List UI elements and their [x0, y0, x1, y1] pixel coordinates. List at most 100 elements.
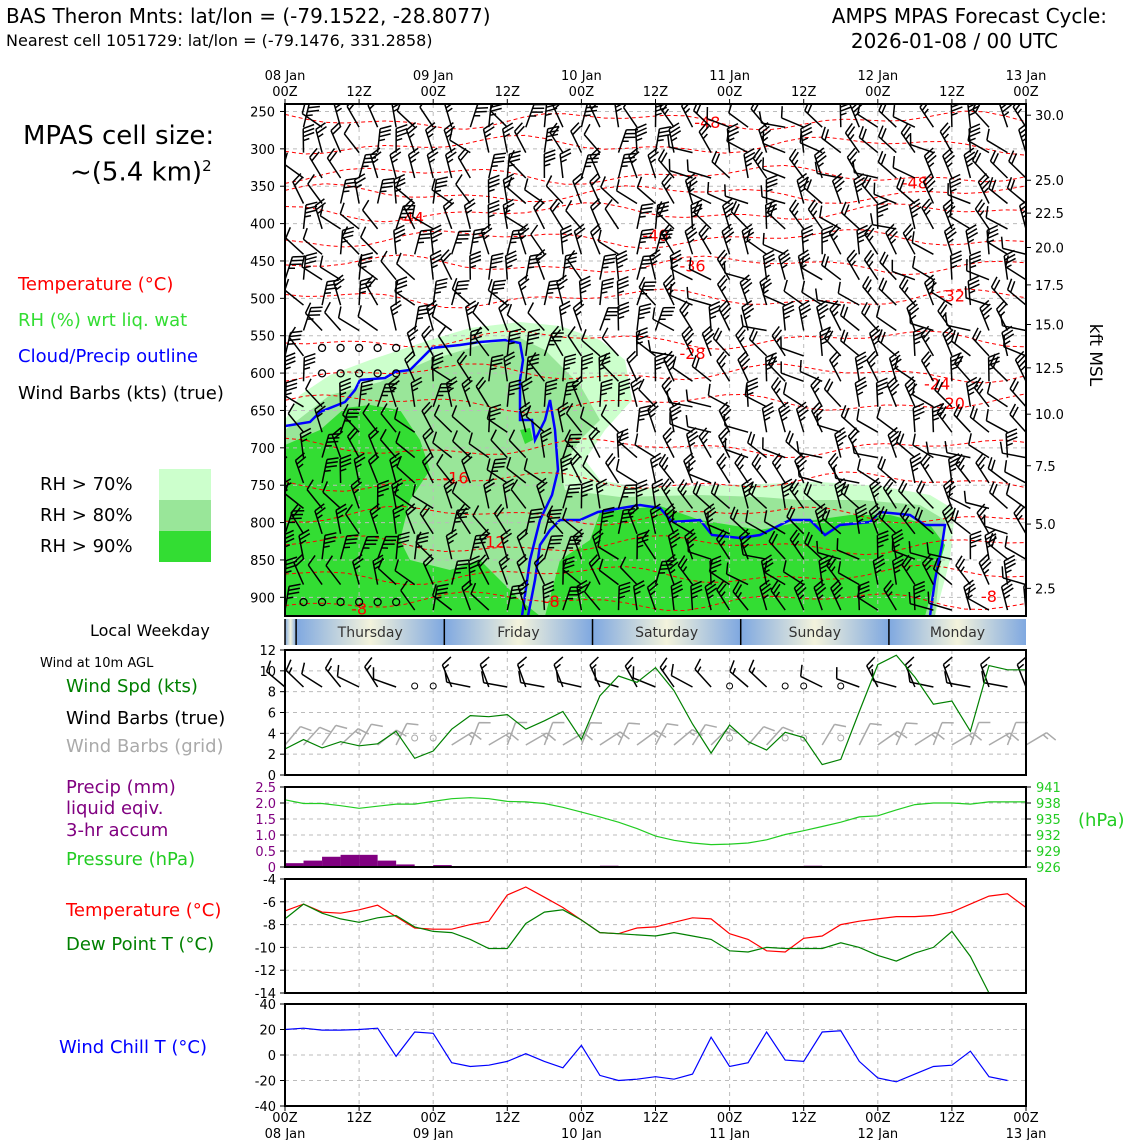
wind-barb [380, 250, 397, 281]
wind-barb [942, 147, 956, 179]
wind-barb [725, 562, 749, 586]
wind-barb [436, 453, 453, 484]
bottom-hour-label: 12Z [791, 1111, 817, 1126]
temperature-contour [285, 288, 1026, 309]
forecast-cycle: 2026-01-08 / 00 UTC [850, 29, 1058, 53]
wind-barb [357, 253, 379, 281]
wind-barb [288, 326, 305, 357]
wind-barb [680, 104, 694, 128]
wind-barb [1003, 335, 1026, 357]
wind-barb [986, 224, 999, 255]
grid-wind-barb [358, 723, 383, 746]
top-hour-label: 00Z [717, 85, 743, 100]
wind-barb [944, 313, 971, 332]
wind-barb [483, 478, 495, 509]
wind-barb [604, 198, 620, 230]
wind-barb [302, 227, 323, 255]
wind-barb [525, 405, 545, 433]
wind-barb [897, 479, 916, 509]
wind-barb [567, 249, 583, 281]
wind-barb [339, 534, 359, 560]
wind-barb [950, 104, 963, 128]
grid-wind-barb [284, 725, 312, 746]
wind-barb [307, 554, 323, 586]
wind-barb [726, 123, 740, 153]
wind-barb [389, 147, 402, 179]
wind-barb [464, 300, 477, 331]
wind-barb [856, 408, 879, 433]
wind-barb [654, 126, 672, 153]
wind-barb [985, 205, 1008, 230]
wind-barb [376, 479, 390, 509]
wind-barb [477, 554, 490, 585]
wind-barb [1006, 176, 1026, 205]
wind-barb [543, 534, 564, 560]
bottom-hour-label: 00Z [420, 1111, 446, 1126]
calm-circle [391, 597, 401, 607]
wind-barb [504, 250, 518, 280]
calm-circle [373, 369, 382, 378]
wind-barb [744, 384, 767, 408]
weekday-label: Friday [497, 625, 539, 641]
wind-barb [1009, 378, 1026, 408]
temperature-contour-label: -8 [981, 587, 997, 606]
wind-barb [321, 279, 339, 306]
wind-barb [487, 278, 508, 306]
wind-barb [752, 148, 768, 179]
wind-barb [661, 478, 675, 509]
wind-barb [528, 352, 545, 382]
bottom-hour-label: 12Z [495, 1111, 521, 1126]
wind-barb [599, 506, 615, 534]
wind-barb [410, 376, 423, 407]
pressure-label: Pressure (hPa) [66, 849, 196, 870]
wind-barb [780, 106, 804, 128]
wind-barb [559, 224, 573, 255]
wind-barb [431, 584, 453, 611]
kft-tick-label: 2.5 [1035, 582, 1056, 597]
surface-calm-circle [781, 682, 789, 690]
wind-barb [302, 352, 316, 382]
wind-barb [443, 477, 455, 509]
wind-barb [302, 104, 320, 128]
wind-barb [891, 529, 904, 560]
rh90-swatch [159, 531, 211, 562]
wind-barb [533, 198, 546, 230]
wind-barb [716, 351, 731, 382]
wind-barb [430, 356, 453, 382]
wind-barb [866, 350, 879, 382]
wind-barb [926, 542, 953, 560]
wind-barb [803, 176, 823, 205]
wind-barb [325, 555, 342, 586]
wind-barb [978, 554, 992, 585]
wind-barb [558, 300, 571, 331]
wind-barb [930, 280, 953, 306]
kft-tick-label: 30.0 [1035, 109, 1064, 124]
wind-barb [461, 376, 473, 408]
wind-barb [647, 339, 675, 357]
wind-barb [395, 176, 416, 205]
wind-barb [482, 122, 495, 153]
wind-barb [985, 408, 1008, 433]
wind-barb [862, 276, 879, 306]
wind-barb [562, 433, 583, 458]
wind-barb [636, 303, 652, 331]
wind-barb [973, 377, 990, 408]
wind-barb [1013, 503, 1026, 535]
wind-speed-tick-label: 6 [268, 707, 276, 722]
wind-barb [988, 532, 1008, 560]
wind-barb [921, 554, 935, 585]
wind-barb [751, 453, 768, 484]
wind-barb [647, 401, 659, 433]
wind-barb [875, 305, 897, 332]
wind-barb [567, 326, 583, 357]
windchill-label: Wind Chill T (°C) [59, 1037, 207, 1058]
wind-barb [796, 172, 810, 204]
wind-barb [726, 129, 749, 154]
grid-wind-barb [747, 725, 775, 746]
wind-barb [618, 430, 638, 459]
wind-barb [578, 275, 592, 306]
wind-barb [406, 325, 419, 357]
wind-barb [455, 174, 471, 204]
wind-barb [314, 503, 326, 535]
wind-barb [944, 440, 971, 459]
